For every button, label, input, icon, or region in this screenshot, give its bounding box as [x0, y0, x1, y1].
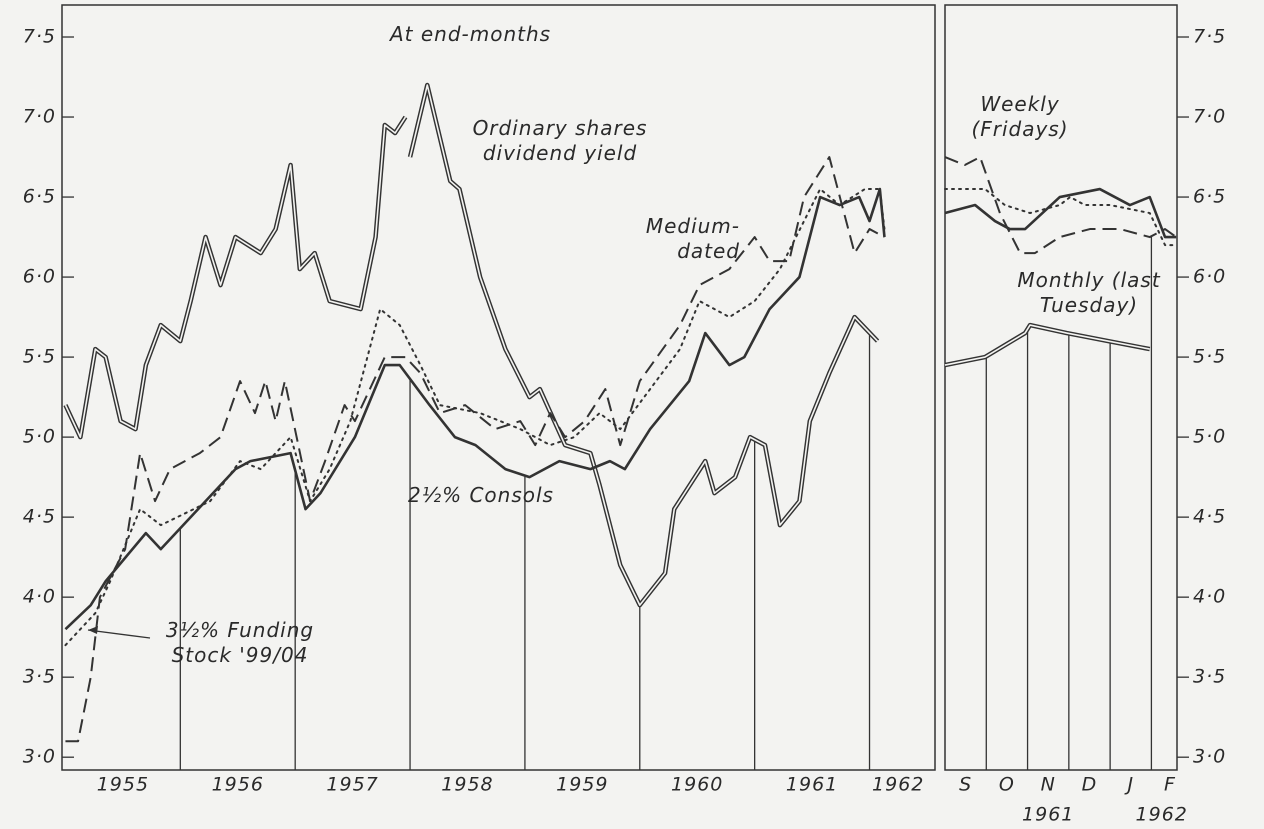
series-label: 3½% Funding Stock '99/04 — [165, 618, 315, 667]
series-line-inner — [409, 84, 879, 606]
y-tick-label: 4·5 — [1193, 506, 1226, 528]
y-tick-label: 3·0 — [1193, 746, 1226, 768]
series-label: 2½% Consols — [408, 483, 554, 507]
x-tick-label: 1957 — [326, 774, 378, 796]
y-tick-label: 4·5 — [23, 506, 56, 528]
y-tick-label: 5·0 — [1193, 426, 1226, 448]
series-line — [64, 188, 886, 647]
y-tick-label: 7·5 — [23, 26, 56, 48]
x-tick-label: S — [959, 774, 972, 796]
left-frame — [61, 4, 936, 771]
series-line-inner — [944, 324, 1150, 366]
series-line-inner — [64, 116, 407, 438]
x-sublabel: 1962 — [1136, 804, 1188, 826]
x-tick-label: 1960 — [671, 774, 723, 796]
y-tick-label: 3·5 — [1193, 666, 1226, 688]
y-tick-label: 7·0 — [1193, 106, 1226, 128]
y-tick-label: 6·0 — [1193, 266, 1226, 288]
y-tick-label: 6·0 — [23, 266, 56, 288]
x-tick-label: 1955 — [97, 774, 149, 796]
x-sublabel: 1961 — [1022, 804, 1074, 826]
x-tick-label: 1958 — [441, 774, 493, 796]
x-tick-label: F — [1164, 774, 1176, 796]
x-tick-label: 1961 — [786, 774, 838, 796]
series-line — [944, 156, 1177, 255]
series-line — [63, 115, 408, 440]
y-tick-label: 3·0 — [23, 746, 56, 768]
right-frame — [944, 4, 1178, 771]
y-tick-label: 7·5 — [1193, 26, 1226, 48]
y-tick-label: 7·0 — [23, 106, 56, 128]
annotation: At end-months — [390, 22, 552, 46]
series-label: Ordinary shares dividend yield — [472, 116, 648, 165]
x-tick-label: D — [1082, 774, 1098, 796]
y-tick-label: 5·5 — [1193, 346, 1226, 368]
y-tick-label: 3·5 — [23, 666, 56, 688]
y-tick-label: 4·0 — [23, 586, 56, 608]
x-tick-label: O — [999, 774, 1015, 796]
y-tick-label: 5·0 — [23, 426, 56, 448]
annotation: Monthly (last Tuesday) — [1017, 268, 1161, 317]
annotation: Weekly (Fridays) — [971, 92, 1069, 141]
arrow — [87, 629, 151, 639]
series-line — [64, 187, 886, 631]
y-tick-label: 6·5 — [23, 186, 56, 208]
x-tick-label: 1962 — [872, 774, 924, 796]
series-label: Medium-dated — [645, 214, 740, 263]
series-line — [944, 188, 1178, 247]
x-tick-label: J — [1123, 774, 1134, 796]
y-tick-label: 6·5 — [1193, 186, 1226, 208]
series-line — [944, 187, 1177, 239]
series-line — [65, 156, 885, 743]
x-tick-label: 1956 — [212, 774, 264, 796]
x-tick-label: N — [1041, 774, 1056, 796]
y-tick-label: 5·5 — [23, 346, 56, 368]
x-tick-label: 1959 — [556, 774, 608, 796]
y-tick-label: 4·0 — [1193, 586, 1226, 608]
